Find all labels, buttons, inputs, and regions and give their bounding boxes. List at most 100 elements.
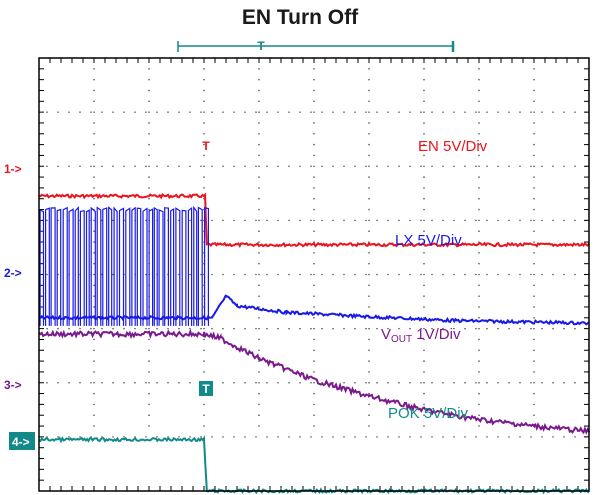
- grid-dot: [79, 327, 81, 330]
- trace-lx-switching: [39, 205, 209, 326]
- grid-dot: [93, 154, 95, 157]
- grid-dot: [420, 436, 422, 438]
- grid-dot: [203, 187, 205, 189]
- grid-dot: [189, 436, 191, 438]
- grid-dot: [475, 327, 477, 330]
- grid-dot: [478, 122, 480, 124]
- grid-dot: [258, 295, 260, 297]
- grid-dot: [313, 414, 315, 417]
- grid: [38, 57, 590, 492]
- grid-dot: [310, 219, 312, 222]
- svg-text:4->: 4->: [12, 435, 30, 449]
- grid-dot: [533, 295, 535, 297]
- grid-dot: [258, 219, 260, 222]
- grid-dot: [563, 165, 565, 168]
- grid-dot: [313, 317, 315, 319]
- grid-dot: [313, 327, 315, 330]
- grid-dot: [368, 122, 370, 124]
- grid-dot: [148, 327, 150, 330]
- grid-dot: [533, 68, 535, 70]
- grid-dot: [423, 360, 425, 362]
- grid-dot: [332, 273, 334, 276]
- grid-dot: [409, 381, 411, 384]
- grid-dot: [387, 111, 389, 113]
- grid-dot: [167, 381, 169, 384]
- grid-dot: [423, 165, 425, 168]
- grid-dot: [258, 78, 260, 81]
- grid-dot: [541, 436, 543, 438]
- grid-dot: [134, 381, 136, 384]
- grid-dot: [93, 252, 95, 254]
- grid-dot: [258, 327, 260, 330]
- grid-dot: [533, 284, 535, 287]
- grid-dot: [167, 111, 169, 113]
- grid-dot: [112, 165, 114, 168]
- grid-dot: [478, 262, 480, 265]
- grid-dot: [93, 381, 95, 384]
- grid-dot: [541, 165, 543, 168]
- grid-dot: [266, 381, 268, 384]
- grid-dot: [478, 381, 480, 384]
- grid-dot: [46, 436, 48, 438]
- grid-dot: [453, 436, 455, 438]
- grid-dot: [398, 165, 400, 168]
- grid-dot: [332, 327, 334, 330]
- grid-dot: [148, 132, 150, 135]
- grid-dot: [387, 381, 389, 384]
- grid-dot: [423, 284, 425, 287]
- grid-dot: [200, 111, 202, 113]
- grid-dot: [368, 425, 370, 427]
- grid-dot: [299, 436, 301, 438]
- grid-dot: [310, 327, 312, 330]
- grid-dot: [178, 165, 180, 168]
- grid-dot: [148, 100, 150, 103]
- trace-en: [38, 192, 590, 248]
- grid-dot: [343, 436, 345, 438]
- grid-dot: [365, 111, 367, 113]
- grid-dot: [178, 111, 180, 113]
- timebase-trigger-marker: T: [257, 39, 265, 53]
- grid-dot: [313, 68, 315, 70]
- grid-dot: [233, 273, 235, 276]
- grid-dot: [530, 327, 532, 330]
- grid-dot: [148, 360, 150, 362]
- grid-dot: [288, 165, 290, 168]
- grid-dot: [68, 165, 70, 168]
- grid-dot: [299, 111, 301, 113]
- grid-dot: [519, 436, 521, 438]
- grid-dot: [310, 165, 312, 168]
- grid-dot: [478, 414, 480, 417]
- grid-dot: [423, 392, 425, 395]
- grid-dot: [533, 143, 535, 146]
- grid-dot: [368, 349, 370, 352]
- grid-dot: [156, 165, 158, 168]
- grid-dot: [478, 284, 480, 287]
- grid-dot: [255, 273, 257, 276]
- en-trigger-marker: T: [202, 139, 210, 153]
- grid-dot: [541, 273, 543, 276]
- grid-dot: [101, 165, 103, 168]
- grid-dot: [299, 327, 301, 330]
- grid-dot: [475, 436, 477, 438]
- grid-dot: [508, 111, 510, 113]
- grid-dot: [332, 111, 334, 113]
- grid-dot: [423, 176, 425, 178]
- grid-dot: [321, 165, 323, 168]
- grid-dot: [423, 295, 425, 297]
- grid-dot: [266, 327, 268, 330]
- grid-dot: [486, 111, 488, 113]
- grid-dot: [574, 327, 576, 330]
- grid-dot: [486, 165, 488, 168]
- grid-dot: [178, 381, 180, 384]
- grid-dot: [423, 100, 425, 103]
- grid-dot: [203, 349, 205, 352]
- grid-dot: [277, 165, 279, 168]
- grid-dot: [123, 165, 125, 168]
- grid-dot: [200, 436, 202, 438]
- grid-dot: [508, 436, 510, 438]
- grid-dot: [387, 327, 389, 330]
- grid-dot: [431, 219, 433, 222]
- grid-dot: [189, 327, 191, 330]
- grid-dot: [431, 436, 433, 438]
- grid-dot: [203, 176, 205, 178]
